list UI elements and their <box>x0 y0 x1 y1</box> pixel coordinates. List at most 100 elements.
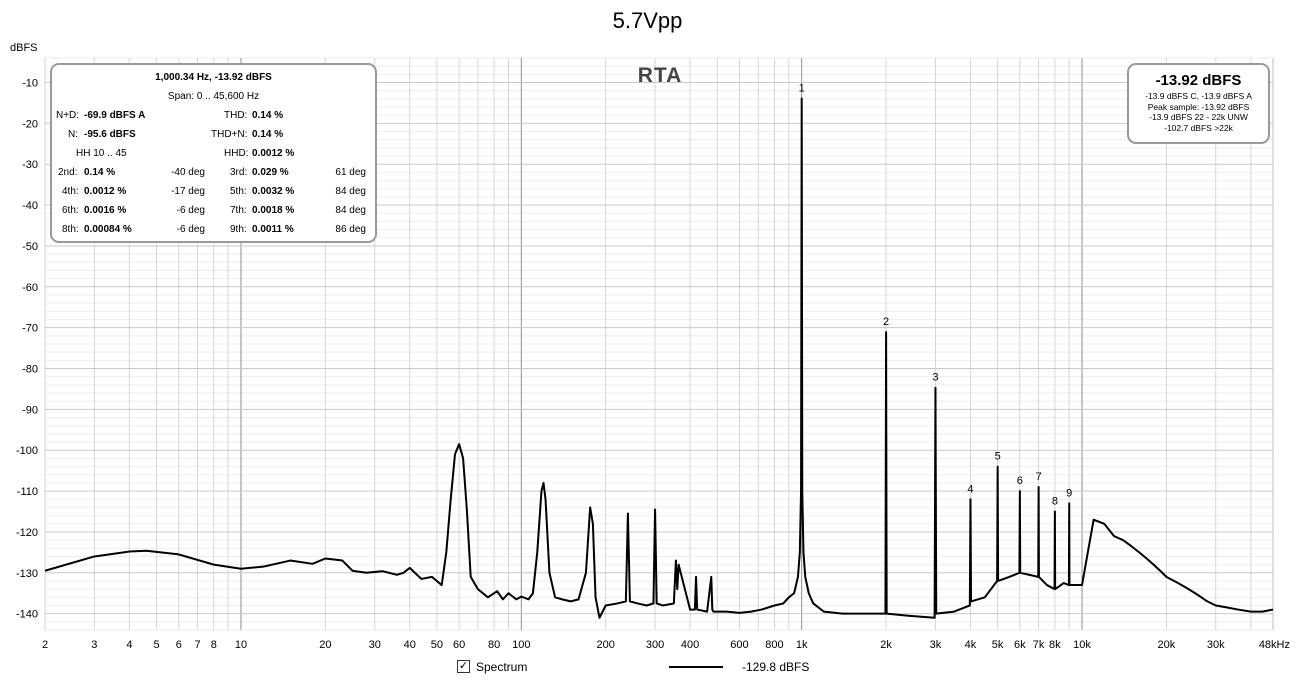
level-above: -102.7 dBFS >22k <box>1164 122 1233 133</box>
x-tick-label: 100 <box>512 639 530 651</box>
harmonic-phase: 84 deg <box>335 205 366 216</box>
harmonic-marker-label: 4 <box>967 483 973 495</box>
stats-nd-row: N+D: -69.9 dBFS A THD: 0.14 % <box>52 107 375 125</box>
x-tick-label: 8 <box>211 639 217 651</box>
harmonic-phase: -17 deg <box>171 186 205 197</box>
harmonic-value: 0.0012 % <box>84 186 127 197</box>
harmonic-label: 7th: <box>230 205 247 216</box>
hhd-value: 0.0012 % <box>252 148 295 159</box>
y-tick-label: -140 <box>16 609 38 621</box>
harmonic-row: 8th: 0.00084 % -6 deg 9th: 0.0011 % 86 d… <box>52 221 375 239</box>
harmonic-row: 4th: 0.0012 % -17 deg 5th: 0.0032 % 84 d… <box>52 183 375 201</box>
x-tick-label: 5k <box>992 639 1004 651</box>
thdn-label: THD+N: <box>211 129 248 140</box>
x-tick-label: 40 <box>404 639 416 651</box>
harmonic-label: 6th: <box>62 205 79 216</box>
y-tick-label: -20 <box>22 118 38 130</box>
x-tick-label: 400 <box>681 639 699 651</box>
x-tick-label: 800 <box>765 639 783 651</box>
stats-hh-row: HH 10 .. 45 HHD: 0.0012 % <box>52 145 375 163</box>
harmonic-value: 0.0032 % <box>252 186 295 197</box>
legend-series-label[interactable]: Spectrum <box>476 660 528 674</box>
x-tick-label: 7k <box>1033 639 1045 651</box>
harmonic-value: 0.0018 % <box>252 205 295 216</box>
spectrum-line <box>44 97 1274 619</box>
spectrum-checkbox[interactable]: ✓ <box>457 660 470 673</box>
thdn-value: 0.14 % <box>252 129 284 140</box>
stats-span-row: Span: 0 .. 45,600 Hz <box>52 88 375 106</box>
y-tick-label: -90 <box>22 404 38 416</box>
n-label: N: <box>68 129 78 140</box>
harmonic-label: 3rd: <box>230 167 248 178</box>
harmonic-marker-label: 6 <box>1017 475 1023 487</box>
harmonic-marker-label: 2 <box>883 316 889 328</box>
x-tick-label: 5 <box>154 639 160 651</box>
x-tick-label: 4 <box>126 639 132 651</box>
y-tick-label: -70 <box>22 323 38 335</box>
thd-label: THD: <box>224 110 248 121</box>
y-tick-label: -40 <box>22 200 38 212</box>
harmonic-phase: 61 deg <box>335 167 366 178</box>
chart-title: 5.7Vpp <box>612 8 683 33</box>
harmonic-phase: 84 deg <box>335 186 366 197</box>
stats-header: 1,000.34 Hz, -13.92 dBFS <box>155 72 272 83</box>
x-tick-label: 30k <box>1207 639 1225 651</box>
harmonic-marker-label: 7 <box>1036 471 1042 483</box>
harmonic-marker-label: 5 <box>995 451 1001 463</box>
harmonic-phase: -6 deg <box>176 205 205 216</box>
n-value: -95.6 dBFS <box>84 129 136 140</box>
x-tick-label: 1k <box>796 639 808 651</box>
level-peak: Peak sample: -13.92 dBFS <box>1147 101 1250 112</box>
harmonic-value: 0.14 % <box>84 167 116 178</box>
x-tick-label: 200 <box>597 639 615 651</box>
stats-n-row: N: -95.6 dBFS THD+N: 0.14 % <box>52 126 375 144</box>
harmonic-phase: -6 deg <box>176 224 205 235</box>
harmonic-phase: 86 deg <box>335 224 366 235</box>
x-tick-label: 20k <box>1158 639 1176 651</box>
x-tick-label: 50 <box>431 639 443 651</box>
y-tick-label: -110 <box>17 486 38 498</box>
y-tick-label: -100 <box>16 445 38 457</box>
y-axis-unit: dBFS <box>10 42 38 54</box>
stats-span: Span: 0 .. 45,600 Hz <box>167 91 260 102</box>
level-value: -13.92 dBFS <box>1155 72 1242 89</box>
harmonic-value: 0.029 % <box>252 167 289 178</box>
stats-panel: 1,000.34 Hz, -13.92 dBFS Span: 0 .. 45,6… <box>50 63 377 243</box>
x-tick-label: 6k <box>1014 639 1026 651</box>
x-tick-label: 80 <box>488 639 500 651</box>
harmonic-phase: -40 deg <box>171 167 205 178</box>
x-tick-label: 300 <box>646 639 664 651</box>
y-tick-label: -80 <box>22 364 38 376</box>
y-tick-label: -30 <box>22 159 38 171</box>
plot-label: RTA <box>637 64 683 87</box>
x-tick-label: 2k <box>880 639 892 651</box>
y-tick-label: -120 <box>16 527 38 539</box>
hh-range: HH 10 .. 45 <box>76 148 127 159</box>
legend-series-value: -129.8 dBFS <box>742 660 810 674</box>
harmonic-value: 0.0011 % <box>252 224 294 235</box>
x-tick-label: 7 <box>194 639 200 651</box>
x-tick-label: 8k <box>1049 639 1061 651</box>
y-tick-label: -10 <box>22 78 38 90</box>
x-tick-label: 30 <box>369 639 381 651</box>
harmonic-marker-label: 8 <box>1052 496 1058 508</box>
x-tick-label: 20 <box>319 639 331 651</box>
y-tick-label: -60 <box>22 282 38 294</box>
x-tick-label: 48kHz <box>1259 639 1290 651</box>
harmonic-label: 5th: <box>230 186 247 197</box>
nd-label: N+D: <box>56 110 80 121</box>
y-tick-label: -130 <box>16 568 38 580</box>
stats-header-row: 1,000.34 Hz, -13.92 dBFS <box>52 69 375 87</box>
x-tick-label: 4k <box>965 639 977 651</box>
harmonic-label: 2nd: <box>58 167 78 178</box>
harmonic-value: 0.0016 % <box>84 205 127 216</box>
x-tick-label: 10 <box>235 639 247 651</box>
harmonic-marker-label: 3 <box>932 372 938 384</box>
x-tick-label: 2 <box>42 639 48 651</box>
harmonic-label: 4th: <box>62 186 79 197</box>
harmonic-label: 8th: <box>62 224 79 235</box>
level-unweighted: -13.9 dBFS 22 - 22k UNW <box>1149 112 1248 122</box>
hhd-label: HHD: <box>224 148 249 159</box>
level-weighted: -13.9 dBFS C, -13.9 dBFS A <box>1145 91 1252 101</box>
